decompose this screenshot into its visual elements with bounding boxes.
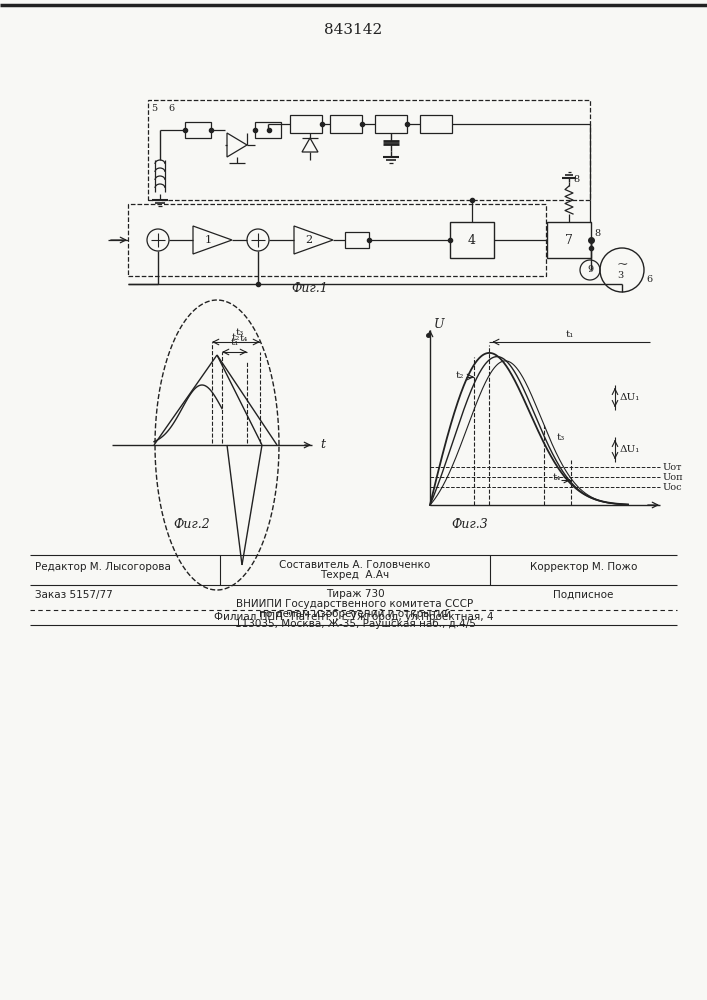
Text: ΔU₁: ΔU₁ xyxy=(620,445,641,454)
Text: Фиг.2: Фиг.2 xyxy=(174,518,211,532)
Text: 8: 8 xyxy=(573,175,579,184)
Text: 4: 4 xyxy=(468,233,476,246)
Text: Подписное: Подписное xyxy=(554,590,614,600)
Bar xyxy=(420,115,452,133)
Text: Техред  А.Ач: Техред А.Ач xyxy=(320,570,390,580)
Text: Uот: Uот xyxy=(663,462,682,472)
Bar xyxy=(547,222,591,258)
Bar xyxy=(185,122,211,138)
Text: 843142: 843142 xyxy=(324,23,382,37)
Bar xyxy=(255,122,281,138)
Text: ~: ~ xyxy=(617,258,628,272)
Text: U: U xyxy=(434,318,445,332)
Text: 1: 1 xyxy=(204,235,211,245)
Text: 8: 8 xyxy=(594,229,600,238)
Text: по делам изобретений и открытий: по делам изобретений и открытий xyxy=(259,609,451,619)
Text: t₂: t₂ xyxy=(456,370,464,379)
Bar xyxy=(450,222,494,258)
Text: Филиал ППП "Патент", г.Ужгород, ул.Проектная, 4: Филиал ППП "Патент", г.Ужгород, ул.Проек… xyxy=(214,612,493,622)
Bar xyxy=(290,115,322,133)
Text: 9: 9 xyxy=(587,265,593,274)
Text: t₄: t₄ xyxy=(240,334,248,343)
Text: t₁: t₁ xyxy=(230,338,239,347)
Text: t₄: t₄ xyxy=(553,473,561,482)
Text: Редактор М. Лысогорова: Редактор М. Лысогорова xyxy=(35,562,171,572)
Bar xyxy=(148,100,590,200)
Text: 5: 5 xyxy=(151,104,157,113)
Text: 2: 2 xyxy=(305,235,312,245)
Text: Корректор М. Пожо: Корректор М. Пожо xyxy=(530,562,637,572)
Text: Заказ 5157/77: Заказ 5157/77 xyxy=(35,590,112,600)
Bar xyxy=(345,232,369,248)
Text: ΔU₁: ΔU₁ xyxy=(620,393,641,402)
Text: 3: 3 xyxy=(617,270,623,279)
Text: Фиг.1: Фиг.1 xyxy=(291,282,328,294)
Text: Тираж 730: Тираж 730 xyxy=(326,589,385,599)
Text: Uоп: Uоп xyxy=(663,473,684,482)
Text: t₃: t₃ xyxy=(236,328,244,337)
Bar xyxy=(330,115,362,133)
Text: Фиг.3: Фиг.3 xyxy=(452,518,489,532)
Text: 6: 6 xyxy=(646,275,652,284)
Bar xyxy=(375,115,407,133)
Text: 6: 6 xyxy=(168,104,174,113)
Text: 7: 7 xyxy=(565,233,573,246)
Text: t₂: t₂ xyxy=(231,333,240,342)
Text: t₁: t₁ xyxy=(566,330,574,339)
Bar xyxy=(128,204,546,276)
Text: t: t xyxy=(320,438,325,452)
Text: Uос: Uос xyxy=(663,483,683,491)
Text: Составитель А. Головченко: Составитель А. Головченко xyxy=(279,560,431,570)
Text: 113035, Москва, Ж-35, Раушская наб., д.4/5: 113035, Москва, Ж-35, Раушская наб., д.4… xyxy=(235,619,475,629)
Text: ВНИИПИ Государственного комитета СССР: ВНИИПИ Государственного комитета СССР xyxy=(236,599,474,609)
Text: t₃: t₃ xyxy=(556,432,565,442)
